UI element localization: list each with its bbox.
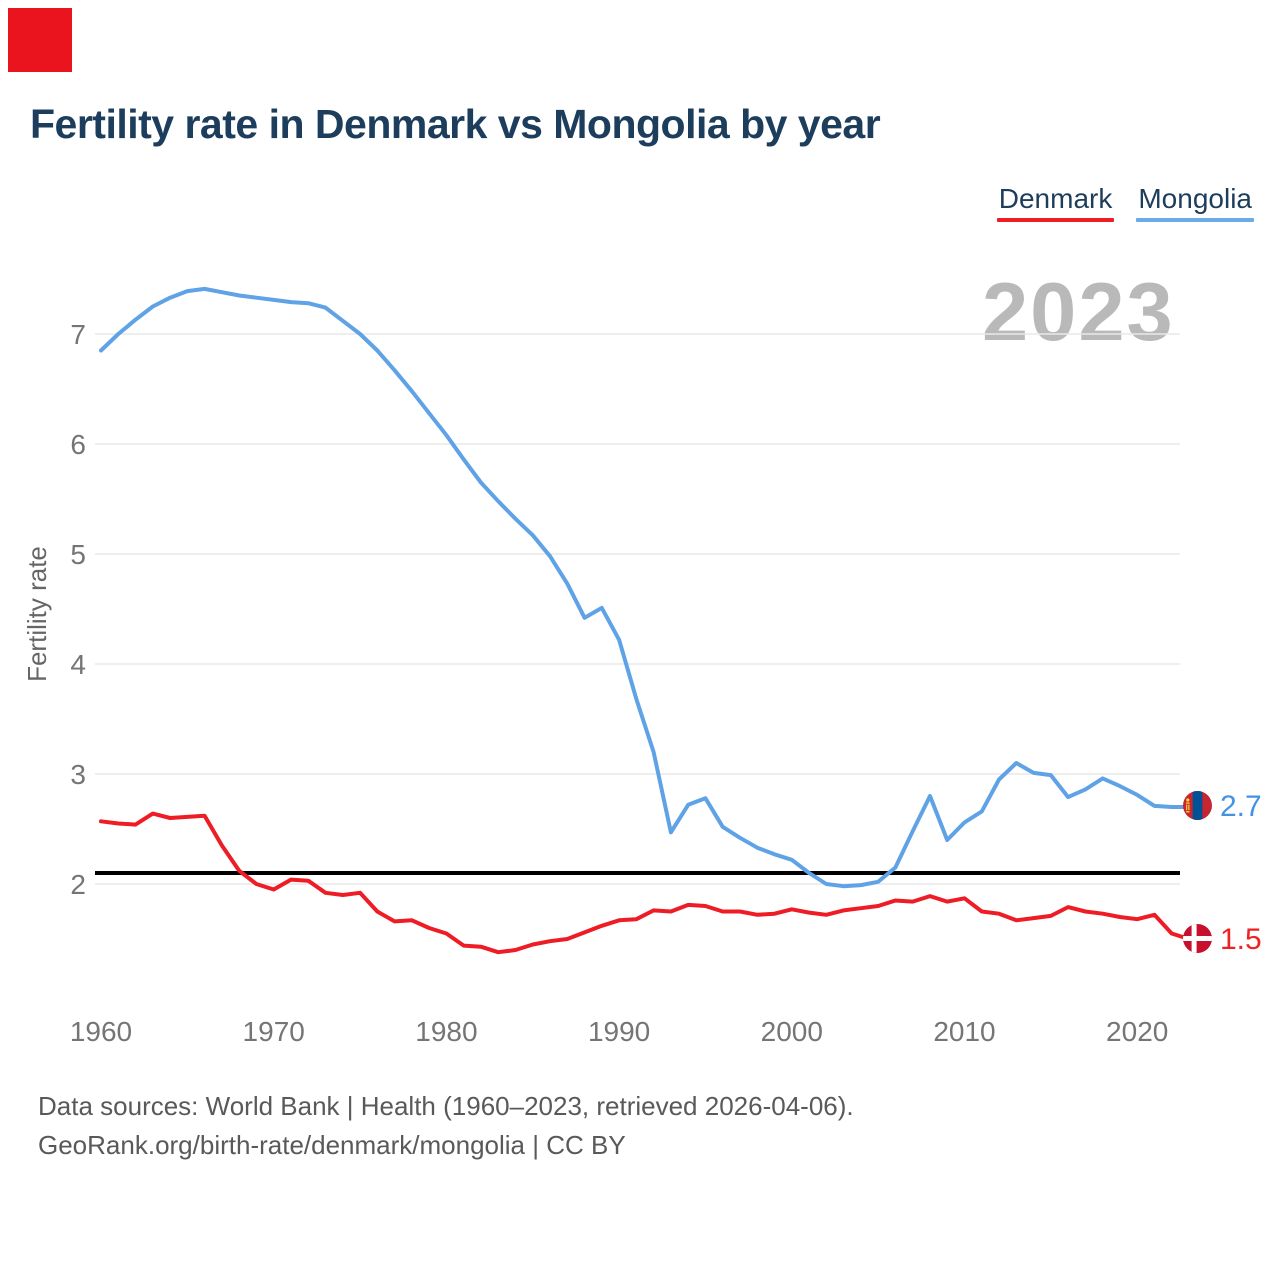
corner-marker-square [8, 8, 72, 72]
legend: Denmark Mongolia [996, 183, 1254, 222]
denmark-flag-icon [1183, 924, 1212, 953]
legend-item-mongolia[interactable]: Mongolia [1136, 183, 1254, 222]
footer: Data sources: World Bank | Health (1960–… [38, 1087, 854, 1165]
mongolia-end-value: 2.7 [1220, 790, 1262, 823]
mongolia-flag-icon [1183, 791, 1212, 820]
y-tick-label: 2 [70, 869, 86, 900]
footer-attribution-line: GeoRank.org/birth-rate/denmark/mongolia … [38, 1130, 626, 1160]
x-tick-label: 1960 [70, 1016, 132, 1047]
legend-underline-denmark [996, 218, 1115, 222]
y-tick-label: 7 [70, 319, 86, 350]
denmark-line[interactable] [99, 811, 1191, 955]
y-tick-label: 6 [70, 429, 86, 460]
y-axis-title: Fertility rate [22, 546, 52, 682]
x-tick-label: 1970 [243, 1016, 305, 1047]
x-tick-label: 2000 [761, 1016, 823, 1047]
footer-sources-line: Data sources: World Bank | Health (1960–… [38, 1091, 854, 1121]
x-tick-label: 2010 [933, 1016, 995, 1047]
mongolia-line[interactable] [99, 286, 1191, 889]
page-title: Fertility rate in Denmark vs Mongolia by… [30, 101, 881, 147]
x-tick-label: 1980 [415, 1016, 477, 1047]
watermark-year: 2023 [982, 265, 1175, 358]
legend-item-denmark[interactable]: Denmark [996, 183, 1115, 222]
y-tick-label: 5 [70, 539, 86, 570]
denmark-end-value: 1.5 [1220, 923, 1262, 956]
legend-label-denmark: Denmark [998, 183, 1113, 214]
legend-underline-mongolia [1136, 218, 1254, 222]
x-tick-label: 2020 [1106, 1016, 1168, 1047]
legend-label-mongolia: Mongolia [1138, 183, 1252, 214]
y-tick-label: 4 [70, 649, 86, 680]
x-tick-label: 1990 [588, 1016, 650, 1047]
y-tick-label: 3 [70, 759, 86, 790]
